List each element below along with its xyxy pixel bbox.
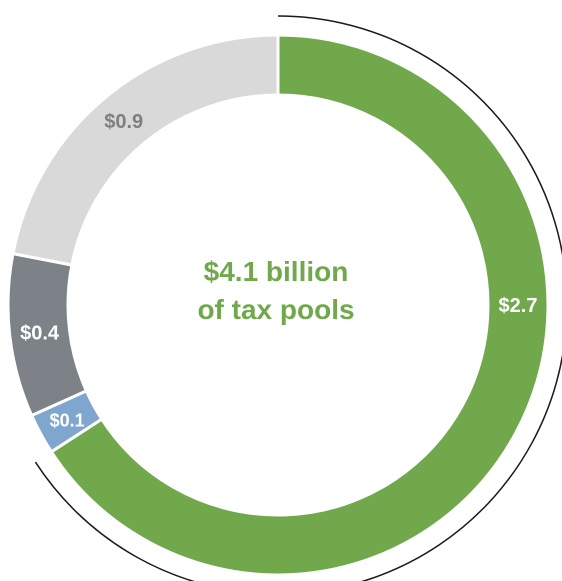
donut-slice-0-9: [11, 33, 280, 267]
center-label-line-1: $4.1 billion: [203, 256, 349, 287]
center-label-line-2: of tax pools: [197, 294, 355, 325]
center-label: $4.1 billion of tax pools: [146, 253, 406, 329]
slice-label-0-9: $0.9: [104, 111, 143, 133]
slice-label-0-1: $0.1: [50, 411, 85, 431]
donut-slice-2-7: [49, 33, 550, 577]
highlight-bracket-arc: [34, 15, 562, 581]
slice-label-0-4: $0.4: [20, 323, 60, 345]
slice-label-2-7: $2.7: [499, 295, 538, 317]
